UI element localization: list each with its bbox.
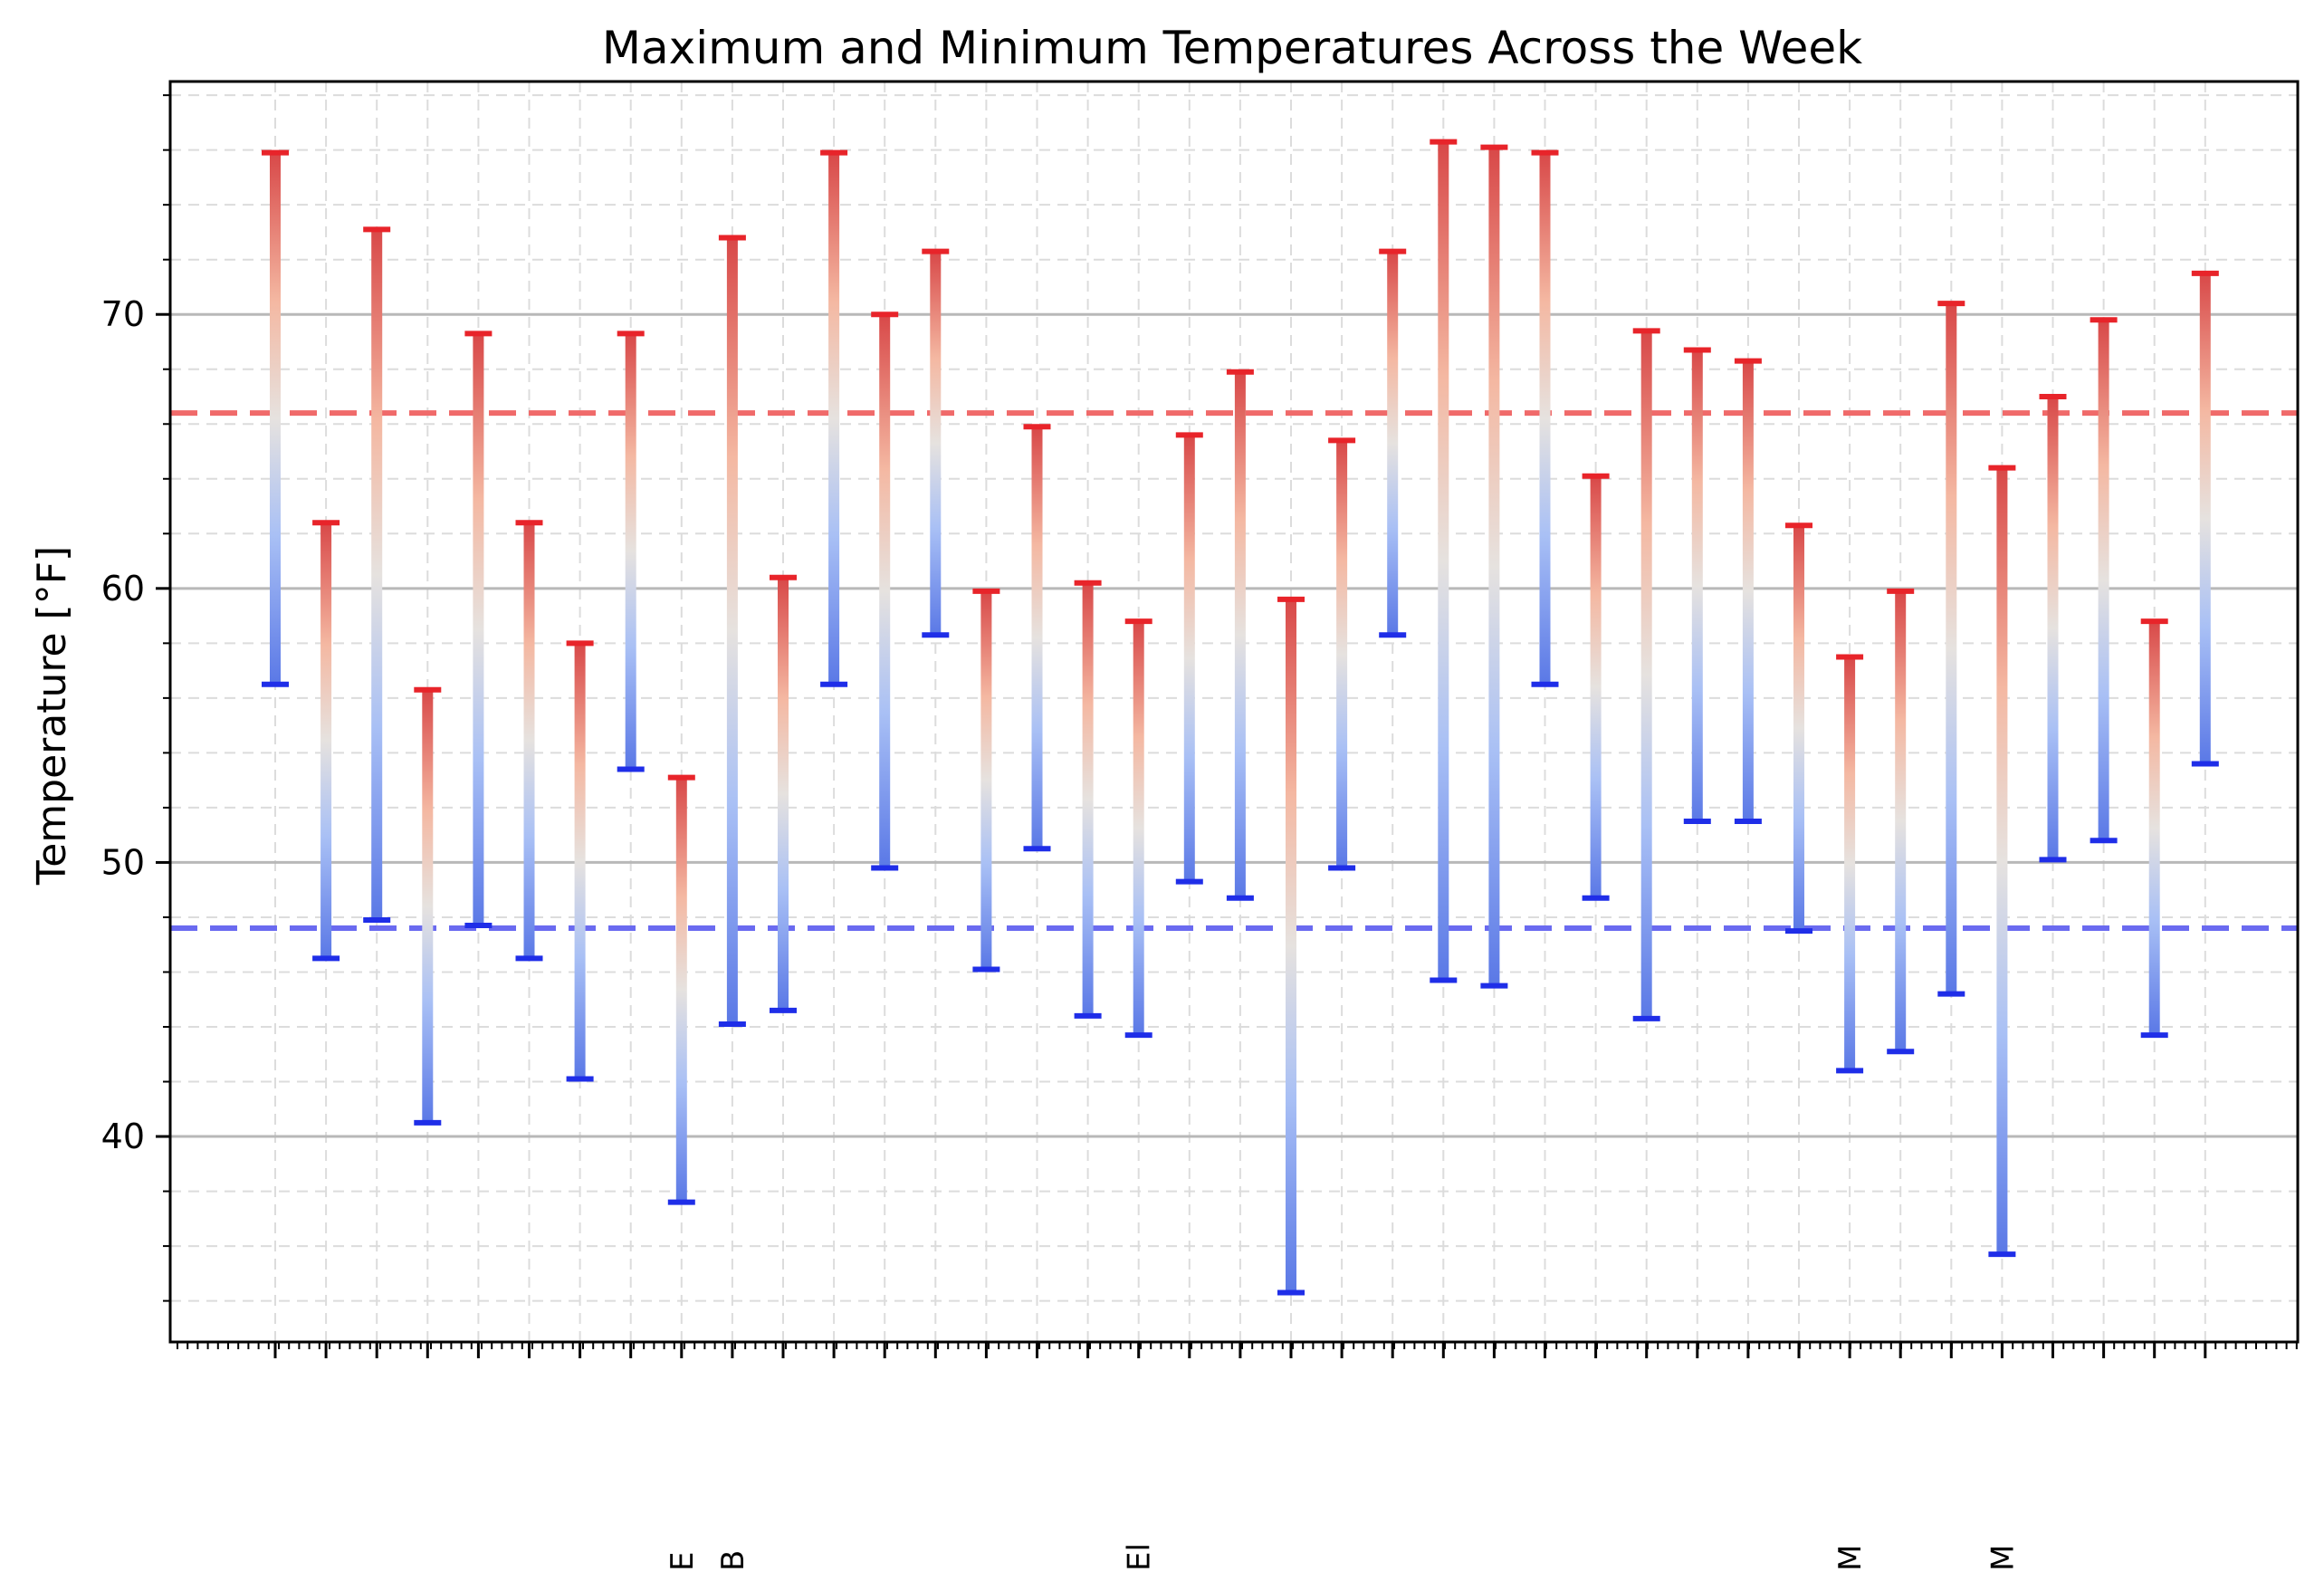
range-bar xyxy=(1946,303,1957,994)
range-bar xyxy=(2098,320,2109,841)
range-bar xyxy=(1183,435,1195,882)
range-bar xyxy=(1844,657,1856,1071)
x-tick-label: M xyxy=(1832,1545,1869,1571)
range-bar xyxy=(879,314,891,868)
range-bar xyxy=(726,237,738,1024)
range-bar xyxy=(2047,397,2059,860)
range-bar xyxy=(1336,440,1348,868)
range-bar xyxy=(1488,147,1500,986)
y-tick-label: 60 xyxy=(101,569,145,609)
range-bar xyxy=(1691,350,1703,822)
range-bar xyxy=(422,689,434,1123)
range-bar xyxy=(1031,427,1043,849)
range-bar xyxy=(1234,371,1246,898)
range-bar xyxy=(523,522,535,959)
range-bar xyxy=(1082,582,1094,1016)
range-bar xyxy=(1996,467,2008,1255)
range-bar xyxy=(1539,152,1551,685)
range-bar xyxy=(320,522,332,959)
y-tick-label: 70 xyxy=(101,294,145,334)
range-bar xyxy=(371,229,383,920)
range-bar xyxy=(2148,621,2160,1036)
y-tick-label: 50 xyxy=(101,842,145,882)
reference-lines xyxy=(170,410,2298,932)
range-bar xyxy=(2199,273,2211,764)
range-bar xyxy=(980,590,992,970)
range-bar xyxy=(778,577,789,1011)
x-tick-label: B xyxy=(715,1550,751,1571)
range-bar xyxy=(930,251,942,636)
chart-title: Maximum and Minimum Temperatures Across … xyxy=(602,22,1862,74)
x-tick-label: El xyxy=(1122,1543,1158,1571)
grid xyxy=(170,81,2298,1342)
range-bar xyxy=(625,333,636,770)
y-tick-label: 40 xyxy=(101,1117,145,1156)
range-bar xyxy=(1590,475,1602,898)
range-bar xyxy=(1286,599,1296,1293)
x-tick-label: E xyxy=(665,1552,701,1571)
range-bar xyxy=(828,152,840,685)
range-bar xyxy=(1793,525,1804,932)
range-bar xyxy=(1742,360,1754,822)
range-bar xyxy=(473,333,484,926)
plot-frame xyxy=(168,80,2300,1344)
range-bar xyxy=(1895,590,1907,1052)
range-bar xyxy=(1133,621,1144,1036)
axes: 40 50 60 70 E B El M M xyxy=(101,80,2300,1571)
range-bar xyxy=(574,643,586,1079)
range-bars xyxy=(262,139,2219,1296)
x-tick-label: M xyxy=(1984,1545,2021,1571)
range-bar xyxy=(1387,251,1399,636)
range-bar xyxy=(270,152,281,685)
range-bar xyxy=(1640,331,1652,1019)
y-axis-label: Temperature [°F] xyxy=(29,546,75,886)
range-bar xyxy=(675,777,687,1203)
range-bar xyxy=(1438,141,1449,981)
